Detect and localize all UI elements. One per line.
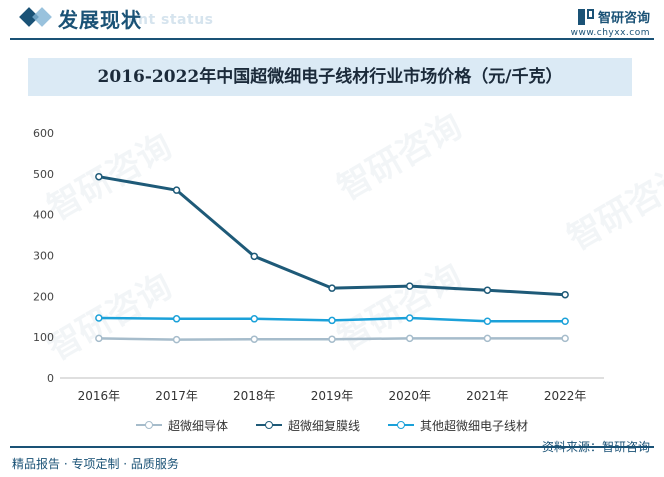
x-tick-label: 2017年 xyxy=(155,389,198,403)
series-layer xyxy=(95,172,569,344)
header-subtitle: ent status xyxy=(128,12,214,28)
data-point xyxy=(95,334,103,343)
legend-swatch xyxy=(388,419,414,431)
brand: 智研咨询 www.chyxx.com xyxy=(571,6,650,38)
data-point xyxy=(250,315,259,323)
legend: 超微细导体 超微细复膜线 其他超微细电子线材 xyxy=(0,414,664,436)
data-point xyxy=(250,252,259,261)
x-tick-label: 2020年 xyxy=(388,389,431,403)
data-point xyxy=(172,315,181,323)
x-tick-label: 2018年 xyxy=(233,389,276,403)
legend-label: 其他超微细电子线材 xyxy=(420,418,529,433)
data-point xyxy=(405,282,414,290)
x-tick-label: 2019年 xyxy=(311,389,354,403)
legend-item: 其他超微细电子线材 xyxy=(388,414,528,436)
x-axis: 2016年 2017年 2018年 2019年 2020年 2021年 2022年 xyxy=(60,377,604,403)
y-tick-label: 600 xyxy=(33,127,54,140)
header-title: 发展现状 xyxy=(58,8,142,32)
data-point xyxy=(328,284,336,292)
chart-title: 2016-2022年中国超微细电子线材行业市场价格（元/千克） xyxy=(28,58,632,96)
data-point xyxy=(483,334,492,343)
data-point xyxy=(483,317,492,325)
legend-item: 超微细导体 xyxy=(135,414,228,436)
data-point xyxy=(405,314,414,322)
data-point xyxy=(561,334,569,343)
y-axis: 0 100 200 300 400 500 600 xyxy=(33,127,54,385)
y-tick-label: 0 xyxy=(47,372,54,385)
legend-label: 超微细复膜线 xyxy=(287,418,360,433)
header: ent status 发展现状 智研咨询 www.chyxx.com xyxy=(0,0,664,50)
data-point xyxy=(561,317,569,325)
brand-logo-icon xyxy=(577,8,594,25)
legend-item: 超微细复膜线 xyxy=(255,414,360,436)
data-point xyxy=(95,172,103,181)
header-divider xyxy=(10,38,654,40)
y-tick-label: 400 xyxy=(33,209,54,222)
data-point xyxy=(172,335,181,344)
data-point xyxy=(483,286,492,294)
data-point xyxy=(250,335,259,343)
brand-url: www.chyxx.com xyxy=(570,28,650,38)
brand-name: 智研咨询 xyxy=(597,11,650,26)
footer-divider xyxy=(10,446,654,448)
series-line xyxy=(98,175,566,297)
y-tick-label: 200 xyxy=(33,290,54,303)
data-point xyxy=(95,314,103,322)
data-point xyxy=(328,335,336,343)
x-tick-label: 2021年 xyxy=(466,389,509,403)
legend-swatch xyxy=(135,419,162,431)
y-tick-label: 300 xyxy=(33,250,54,263)
footer-tagline: 精品报告 · 专项定制 · 品质服务 xyxy=(12,457,179,471)
data-point xyxy=(405,334,414,343)
legend-swatch xyxy=(255,419,282,431)
x-tick-label: 2016年 xyxy=(78,389,121,403)
data-point xyxy=(561,290,569,299)
y-tick-label: 100 xyxy=(33,331,54,344)
data-point xyxy=(328,316,336,325)
footer: 资料来源：智研咨询 精品报告 · 专项定制 · 品质服务 xyxy=(0,440,664,477)
y-tick-label: 500 xyxy=(33,168,54,181)
legend-label: 超微细导体 xyxy=(167,418,228,433)
x-tick-label: 2022年 xyxy=(544,389,587,403)
data-point xyxy=(172,186,181,194)
